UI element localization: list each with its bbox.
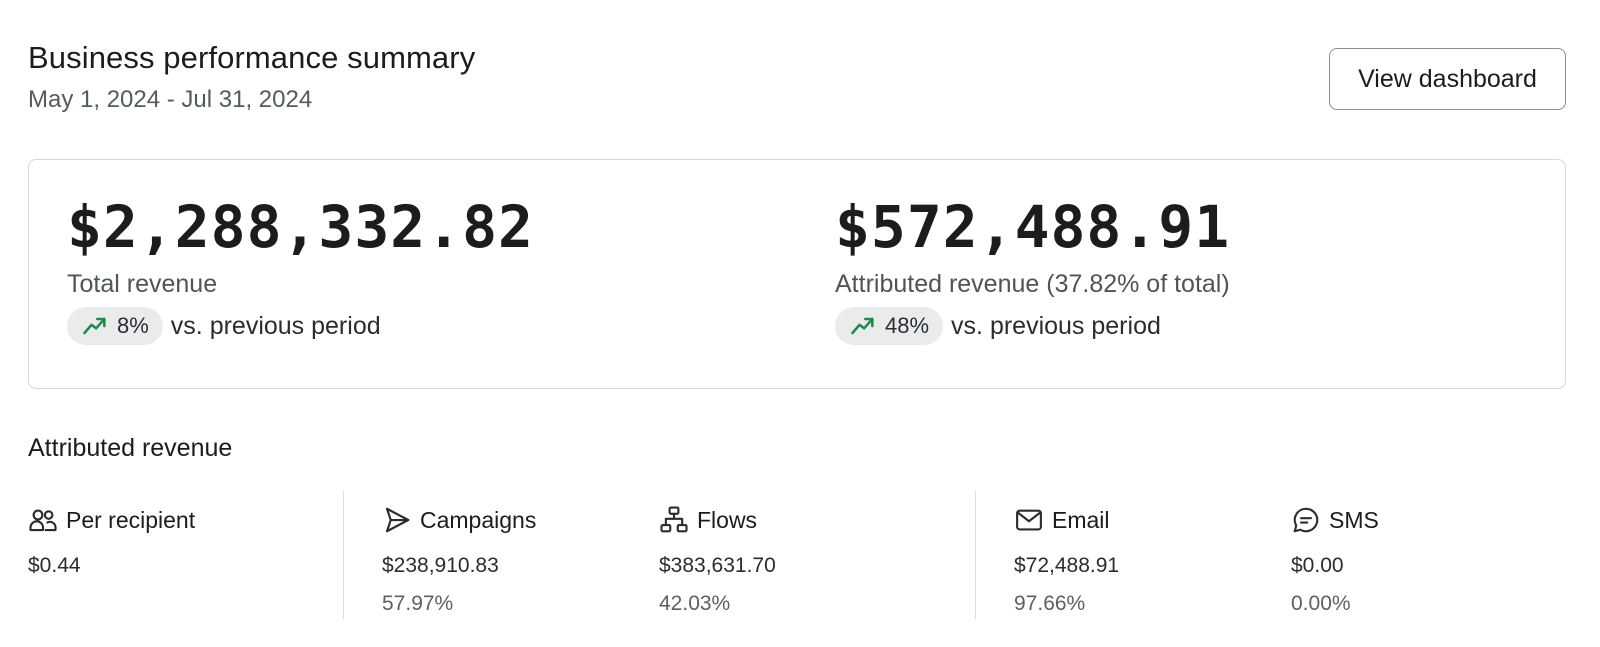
stat-header: Per recipient [28, 504, 195, 536]
trend-up-icon [83, 317, 106, 335]
stat-value: $383,631.70 [659, 554, 776, 577]
chat-icon [1293, 507, 1319, 533]
trend-percent: 8% [117, 313, 149, 338]
trend-badge: 8% [67, 307, 163, 345]
stat-name: Email [1052, 506, 1110, 533]
divider [975, 491, 976, 619]
stat-name: Campaigns [420, 506, 537, 533]
stat-sms: SMS $0.00 0.00% [1291, 504, 1379, 616]
stat-value: $238,910.83 [382, 554, 499, 577]
revenue-summary-card: $2,288,332.82 Total revenue 8% vs. previ… [28, 159, 1566, 389]
trend-percent: 48% [885, 313, 930, 338]
send-icon [385, 507, 410, 533]
stat-per-recipient: Per recipient $0.44 [28, 504, 195, 578]
stat-value: $72,488.91 [1014, 554, 1120, 577]
stat-header: Flows [659, 504, 776, 536]
section-title: Attributed revenue [28, 434, 233, 462]
total-revenue-metric: $2,288,332.82 Total revenue 8% vs. previ… [67, 194, 534, 345]
stat-header: SMS [1291, 504, 1379, 536]
total-revenue-trend: 8% vs. previous period [67, 307, 534, 345]
stat-percent: 97.66% [1014, 592, 1086, 615]
stat-campaigns: Campaigns $238,910.83 57.97% [382, 504, 536, 616]
stat-percent: 57.97% [382, 592, 454, 615]
total-revenue-value: $2,288,332.82 [67, 193, 534, 261]
stat-header: Campaigns [382, 504, 536, 536]
divider [343, 491, 344, 619]
trend-comparison-text: vs. previous period [951, 311, 1161, 340]
page-header: Business performance summary May 1, 2024… [28, 40, 475, 114]
flow-icon [660, 506, 688, 533]
total-revenue-label: Total revenue [67, 270, 218, 298]
attributed-revenue-label: Attributed revenue (37.82% of total) [835, 270, 1230, 298]
mail-icon [1016, 509, 1042, 531]
stat-name: Flows [697, 506, 758, 533]
stat-email: Email $72,488.91 97.66% [1014, 504, 1119, 616]
stat-percent: 0.00% [1291, 592, 1351, 615]
trend-up-icon [851, 317, 874, 335]
stat-header: Email [1014, 504, 1119, 536]
stat-flows: Flows $383,631.70 42.03% [659, 504, 776, 616]
view-dashboard-button[interactable]: View dashboard [1329, 48, 1566, 110]
attributed-revenue-value: $572,488.91 [835, 193, 1231, 261]
users-icon [29, 509, 57, 532]
date-range: May 1, 2024 - Jul 31, 2024 [28, 86, 313, 113]
page-title: Business performance summary [28, 40, 476, 75]
attributed-revenue-metric: $572,488.91 Attributed revenue (37.82% o… [835, 194, 1230, 345]
stat-percent: 42.03% [659, 592, 731, 615]
stat-value: $0.00 [1291, 554, 1344, 577]
trend-comparison-text: vs. previous period [170, 311, 381, 340]
trend-badge: 48% [835, 307, 944, 345]
stat-value: $0.44 [28, 554, 81, 577]
attributed-revenue-trend: 48% vs. previous period [835, 307, 1230, 345]
stat-name: SMS [1329, 506, 1379, 533]
stat-name: Per recipient [66, 506, 196, 533]
